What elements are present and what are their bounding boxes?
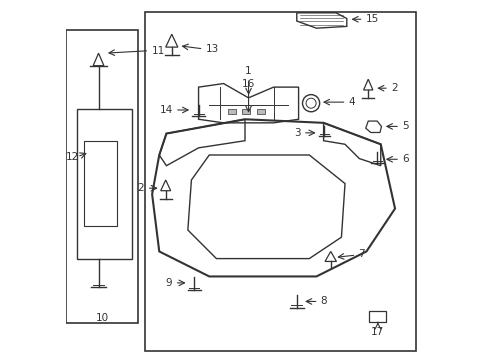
Text: 14: 14	[160, 105, 173, 115]
Text: 3: 3	[294, 128, 300, 138]
Text: 4: 4	[348, 97, 355, 107]
Bar	[228, 109, 236, 114]
Text: 7: 7	[359, 249, 365, 259]
Text: 2: 2	[138, 183, 144, 193]
Text: 5: 5	[402, 121, 409, 131]
Text: 12: 12	[66, 152, 79, 162]
Text: 9: 9	[166, 278, 172, 288]
Bar	[257, 109, 265, 114]
Bar	[83, 141, 118, 226]
Text: 17: 17	[371, 327, 385, 337]
Text: 11: 11	[151, 46, 165, 56]
Bar	[369, 311, 387, 322]
Text: 1: 1	[245, 66, 252, 76]
Text: 8: 8	[321, 296, 327, 306]
Bar	[77, 109, 132, 258]
Bar	[66, 30, 138, 323]
Text: 15: 15	[366, 14, 379, 24]
Bar	[145, 12, 416, 351]
Bar	[243, 109, 250, 114]
Text: 2: 2	[392, 83, 398, 93]
Text: 10: 10	[96, 312, 109, 323]
Text: 6: 6	[402, 154, 409, 164]
Text: 16: 16	[242, 79, 255, 89]
Text: 13: 13	[206, 44, 219, 54]
